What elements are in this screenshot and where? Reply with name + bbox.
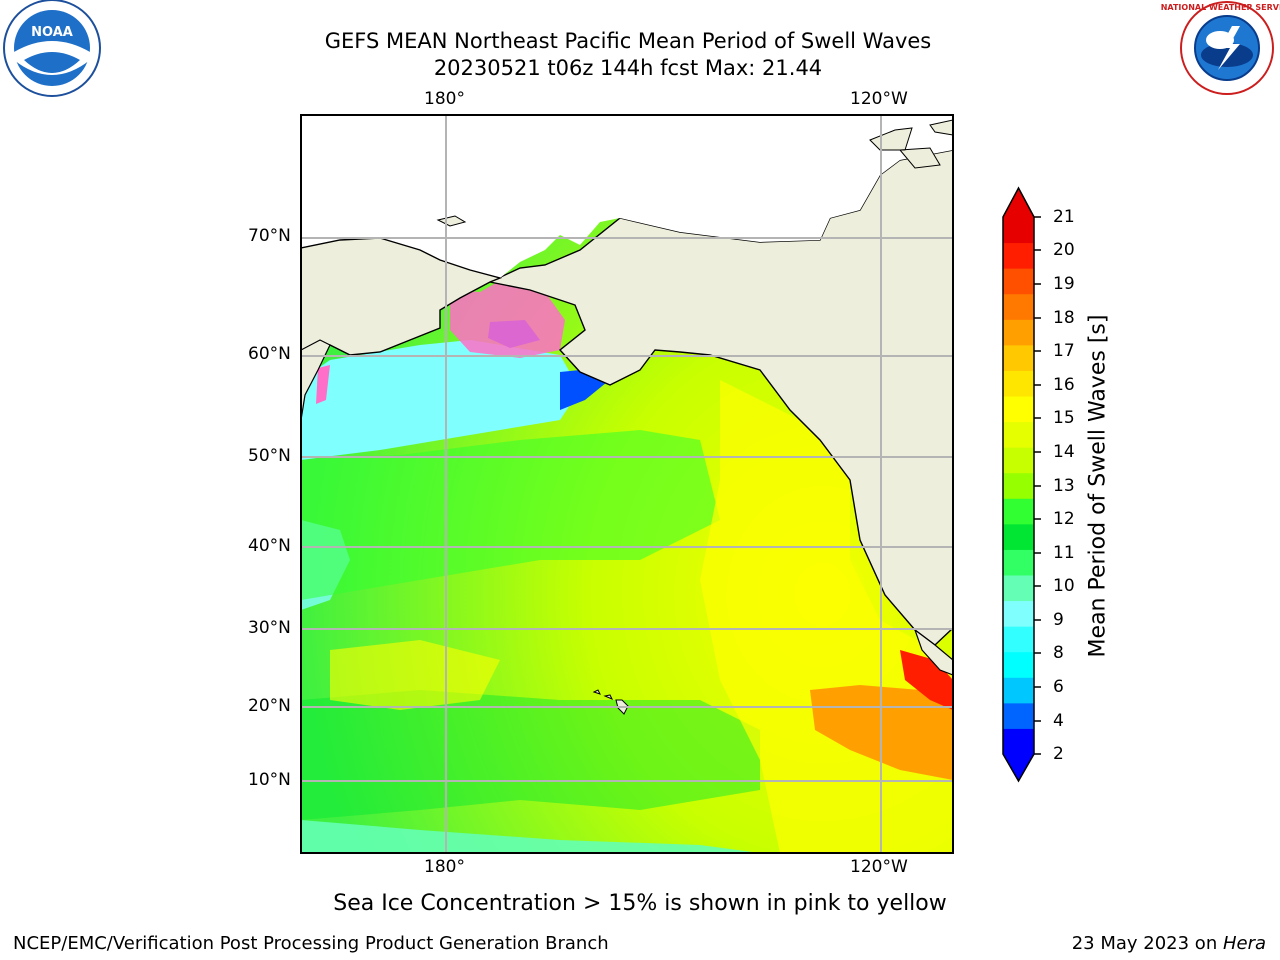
map-frame bbox=[300, 114, 954, 854]
map-panel bbox=[301, 115, 953, 853]
sea-ice-west-edge bbox=[316, 365, 330, 404]
lon-label-top-180: 180° bbox=[424, 89, 465, 109]
lat-label-20n: 20°N bbox=[248, 696, 291, 716]
footer-machine: Hera bbox=[1222, 933, 1266, 954]
swell-field-red-coast bbox=[900, 650, 953, 710]
nws-logo-text: NATIONAL WEATHER SERVICE bbox=[1161, 3, 1280, 12]
lat-label-50n: 50°N bbox=[248, 446, 291, 466]
colorbar-band bbox=[1003, 370, 1034, 397]
lat-label-30n: 30°N bbox=[248, 618, 291, 638]
swell-field-green-south bbox=[301, 690, 760, 820]
swell-field-yellow-central bbox=[330, 640, 500, 710]
land-arctic-islands bbox=[869, 119, 953, 169]
colorbar-band bbox=[1003, 677, 1034, 704]
noaa-logo-text: NOAA bbox=[31, 25, 73, 40]
colorbar-tick-label: 15 bbox=[1053, 408, 1075, 428]
colorbar-band bbox=[1003, 651, 1034, 678]
colorbar-band bbox=[1003, 293, 1034, 320]
colorbar-band bbox=[1003, 549, 1034, 576]
colorbar-tick-label: 9 bbox=[1053, 610, 1064, 630]
colorbar-tick-label: 11 bbox=[1053, 543, 1075, 563]
colorbar-band bbox=[1003, 242, 1034, 269]
colorbar-band bbox=[1003, 575, 1034, 602]
lon-label-bottom-120w: 120°W bbox=[850, 857, 908, 877]
colorbar-band bbox=[1003, 472, 1034, 499]
colorbar-tick-label: 14 bbox=[1053, 442, 1075, 462]
sea-ice-bering bbox=[450, 272, 565, 358]
colorbar-tick-label: 16 bbox=[1053, 375, 1075, 395]
colorbar-band bbox=[1003, 600, 1034, 627]
colorbar-tick-label: 19 bbox=[1053, 274, 1075, 294]
lat-label-60n: 60°N bbox=[248, 344, 291, 364]
colorbar-extend-max bbox=[1003, 188, 1034, 217]
colorbar-band bbox=[1003, 626, 1034, 653]
footer-date-text: 23 May 2023 on bbox=[1071, 933, 1223, 954]
colorbar-band bbox=[1003, 344, 1034, 371]
colorbar-band bbox=[1003, 319, 1034, 346]
colorbar-label: Mean Period of Swell Waves [s] bbox=[1085, 314, 1111, 658]
colorbar-band bbox=[1003, 702, 1034, 729]
colorbar-band bbox=[1003, 498, 1034, 525]
nws-logo: NATIONAL WEATHER SERVICE bbox=[1161, 1, 1280, 95]
lat-label-70n: 70°N bbox=[248, 226, 291, 246]
colorbar bbox=[1002, 186, 1035, 783]
lon-label-top-120w: 120°W bbox=[850, 89, 908, 109]
lat-label-40n: 40°N bbox=[248, 536, 291, 556]
colorbar-band bbox=[1003, 421, 1034, 448]
colorbar-tick-label: 2 bbox=[1053, 744, 1064, 764]
colorbar-band bbox=[1003, 396, 1034, 423]
lon-label-bottom-180: 180° bbox=[424, 857, 465, 877]
land-mexico bbox=[913, 628, 953, 676]
colorbar-band bbox=[1003, 217, 1034, 244]
colorbar-band bbox=[1003, 523, 1034, 550]
colorbar-tick-label: 17 bbox=[1053, 341, 1075, 361]
chart-subtitle: 20230521 t06z 144h fcst Max: 21.44 bbox=[433, 56, 823, 80]
colorbar-extend-min bbox=[1003, 754, 1034, 781]
graticule bbox=[301, 115, 953, 853]
colorbar-tick-label: 6 bbox=[1053, 677, 1064, 697]
colorbar-tick-label: 8 bbox=[1053, 643, 1064, 663]
colorbar-tick-label: 4 bbox=[1053, 711, 1064, 731]
colorbar-tick-label: 21 bbox=[1053, 207, 1075, 227]
chart-title: GEFS MEAN Northeast Pacific Mean Period … bbox=[324, 29, 932, 53]
colorbar-band bbox=[1003, 447, 1034, 474]
colorbar-tick-label: 12 bbox=[1053, 509, 1075, 529]
lat-label-10n: 10°N bbox=[248, 770, 291, 790]
noaa-logo: NOAA bbox=[3, 0, 101, 97]
footer-date: 23 May 2023 on Hera bbox=[1072, 933, 1266, 954]
colorbar-tick-label: 13 bbox=[1053, 476, 1075, 496]
swell-field-green-band bbox=[301, 430, 720, 600]
colorbar-band bbox=[1003, 728, 1034, 755]
colorbar-band bbox=[1003, 268, 1034, 295]
land-chukotka bbox=[301, 237, 503, 356]
swell-field-aqua-south bbox=[301, 820, 760, 853]
colorbar-tick-label: 18 bbox=[1053, 308, 1075, 328]
colorbar-ticks bbox=[1034, 216, 1041, 755]
swell-field-cyan-north bbox=[301, 340, 580, 460]
sea-ice-caption: Sea Ice Concentration > 15% is shown in … bbox=[333, 891, 947, 916]
footer-credit: NCEP/EMC/Verification Post Processing Pr… bbox=[13, 933, 609, 954]
land-kamchatka bbox=[301, 339, 331, 421]
colorbar-tick-label: 10 bbox=[1053, 576, 1075, 596]
colorbar-tick-label: 20 bbox=[1053, 240, 1075, 260]
